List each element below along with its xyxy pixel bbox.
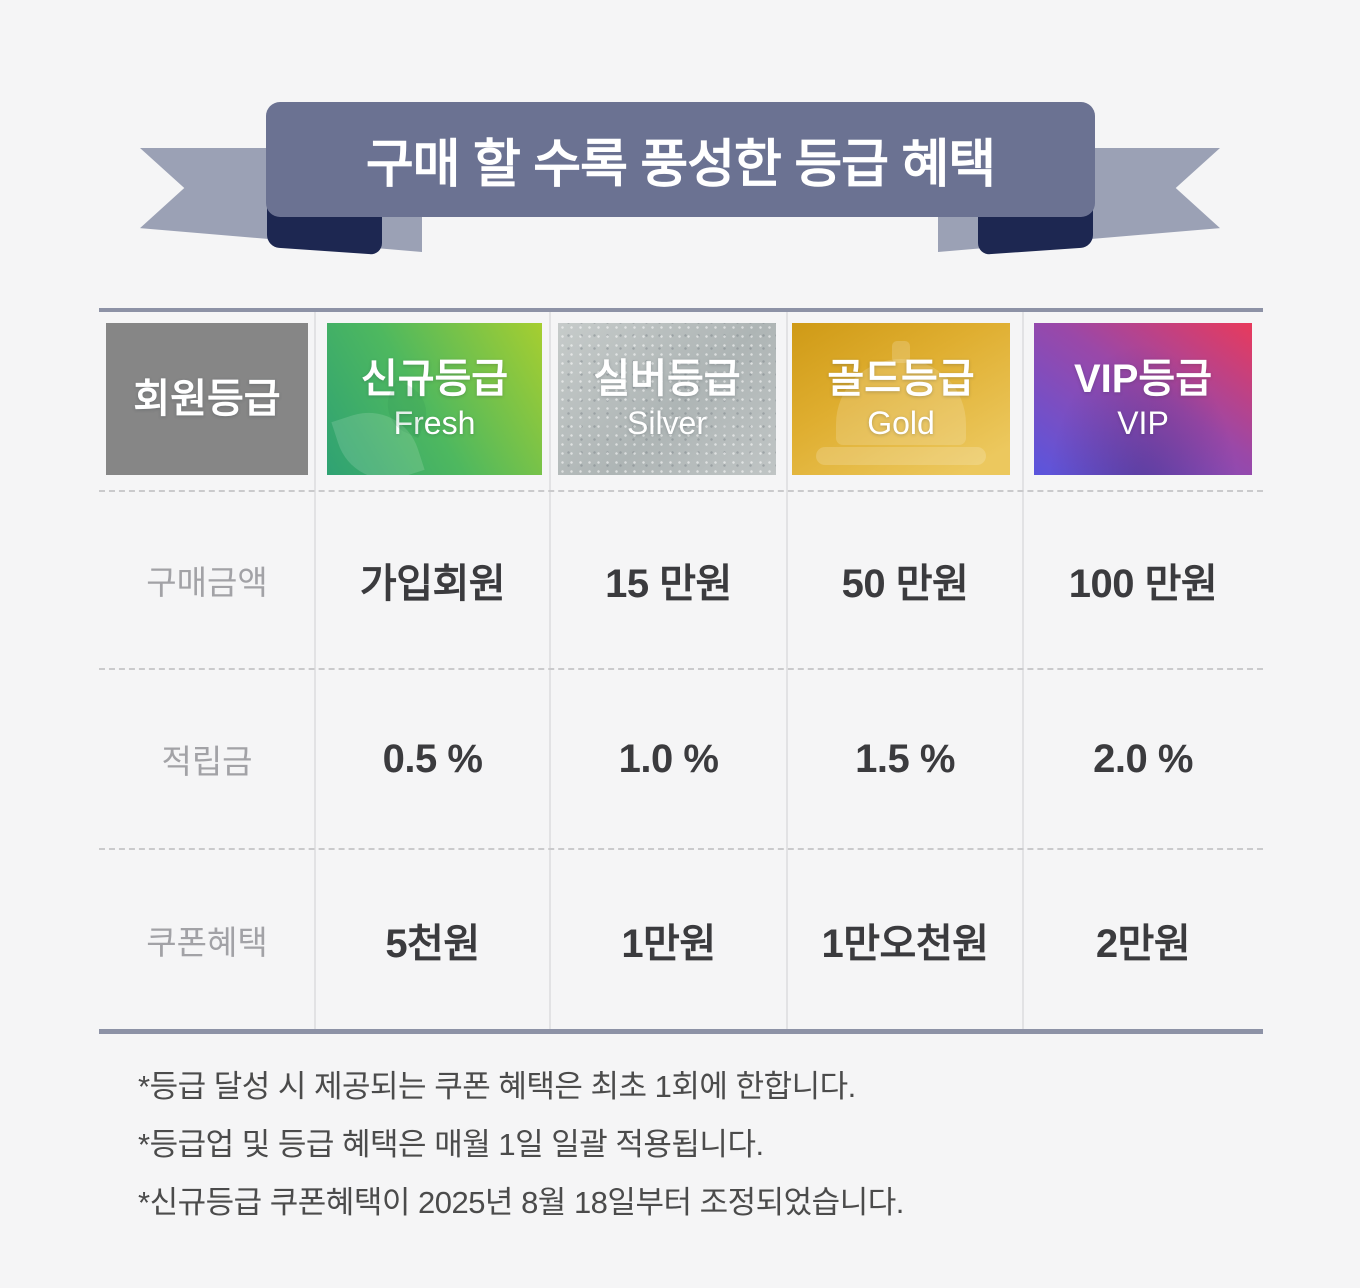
- value-cell: 2.0 %: [1093, 736, 1193, 781]
- tier-header-fresh: 신규등급 Fresh: [327, 323, 542, 475]
- banner-title: 구매 할 수록 풍성한 등급 혜택: [365, 136, 996, 194]
- tier-subtitle: Silver: [626, 405, 707, 441]
- note-line: *등급 달성 시 제공되는 쿠폰 혜택은 최초 1회에 한합니다.: [138, 1069, 856, 1104]
- tier-header-gold: 골드등급 Gold: [792, 323, 1010, 475]
- note-line: *신규등급 쿠폰혜택이 2025년 8월 18일부터 조정되었습니다.: [138, 1185, 904, 1220]
- notes-section: *등급 달성 시 제공되는 쿠폰 혜택은 최초 1회에 한합니다. *등급업 및…: [138, 1068, 904, 1221]
- row-purchase-amount: 구매금액 가입회원 15 만원 50 만원 100 만원: [99, 490, 1263, 668]
- grade-benefits-table: 회원등급 신규등급 Fresh 실버등급 Silver 골드등급 Gold VI…: [99, 308, 1263, 1034]
- column-divider-2: [549, 312, 551, 1029]
- column-divider-3: [786, 312, 788, 1029]
- value-cell: 가입회원: [359, 562, 506, 606]
- table-bottom-border: [99, 1029, 1263, 1034]
- tier-name: 신규등급: [360, 357, 509, 401]
- value-cell: 1.5 %: [855, 736, 955, 781]
- tier-subtitle: VIP: [1117, 405, 1169, 441]
- value-cell: 15 만원: [605, 562, 732, 606]
- value-cell: 1.0 %: [618, 736, 719, 781]
- value-cell: 0.5 %: [382, 736, 483, 781]
- column-divider-1: [314, 312, 316, 1029]
- note-line: *등급업 및 등급 혜택은 매월 1일 일괄 적용됩니다.: [138, 1127, 764, 1162]
- value-cell: 5천원: [385, 921, 480, 966]
- row-label: 적립금: [161, 743, 253, 780]
- tier-header-silver: 실버등급 Silver: [558, 323, 776, 475]
- tier-name: 실버등급: [593, 357, 741, 401]
- bell-decoration-icon: [816, 447, 986, 465]
- column-divider-4: [1022, 312, 1024, 1029]
- tier-subtitle: Gold: [867, 405, 935, 441]
- header-member-grade: 회원등급: [106, 323, 308, 475]
- tier-subtitle: Fresh: [393, 405, 476, 441]
- tier-header-vip: VIP등급 VIP: [1034, 323, 1252, 475]
- value-cell: 50 만원: [841, 562, 969, 606]
- row-coupon-benefit: 쿠폰혜택 5천원 1만원 1만오천원 2만원: [99, 848, 1263, 1029]
- value-cell: 2만원: [1095, 921, 1191, 966]
- tier-name: 골드등급: [827, 357, 975, 401]
- row-reward-points: 적립금 0.5 % 1.0 % 1.5 % 2.0 %: [99, 668, 1263, 848]
- tier-name: VIP등급: [1073, 357, 1213, 401]
- row-label: 구매금액: [146, 564, 268, 601]
- value-cell: 1만원: [621, 921, 716, 966]
- corner-label: 회원등급: [133, 377, 281, 421]
- value-cell: 100 만원: [1068, 562, 1218, 606]
- value-cell: 1만오천원: [821, 921, 989, 966]
- table-top-border: [99, 308, 1263, 312]
- row-label: 쿠폰혜택: [146, 923, 268, 961]
- ribbon-banner: 구매 할 수록 풍성한 등급 혜택: [266, 102, 1095, 217]
